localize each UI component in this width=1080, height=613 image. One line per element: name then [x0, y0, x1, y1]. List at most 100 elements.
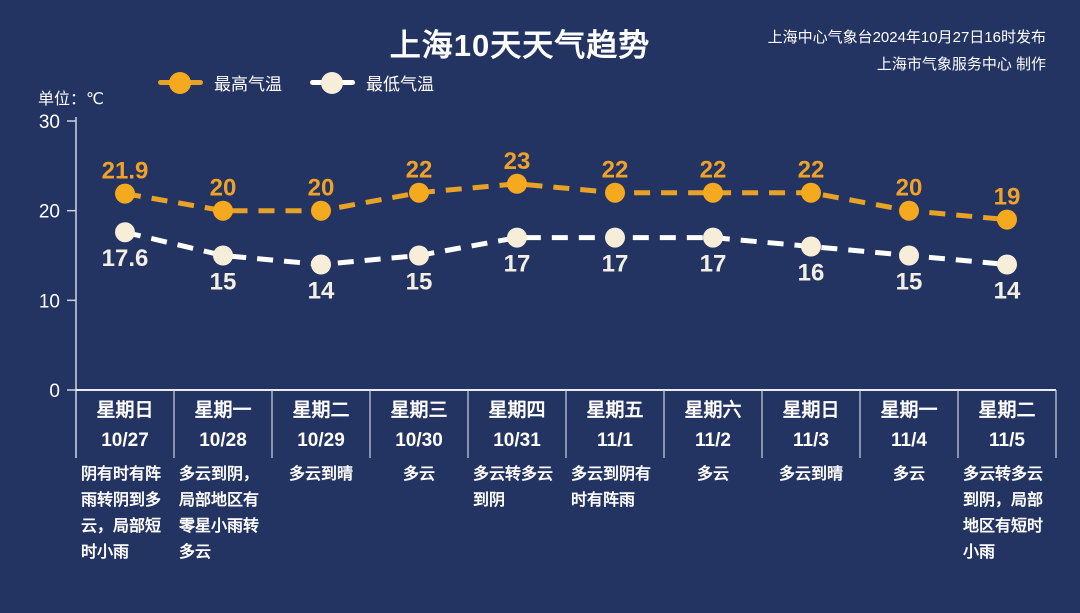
max-temp-line	[124, 181, 1008, 223]
min-temp-line	[124, 229, 1008, 268]
day-weekday: 星期六	[684, 400, 742, 421]
publisher-info: 上海中心气象台2024年10月27日16时发布 上海市气象服务中心 制作	[768, 24, 1046, 78]
max-temp-point	[801, 182, 821, 203]
day-columns: 星期日 10/27 阴有时有阵雨转阴到多云，局部短时小雨 星期一 10/28 多云到阴，局…	[76, 392, 1056, 566]
max-temp-value: 20	[210, 175, 237, 202]
legend-marker-icon	[310, 71, 355, 94]
min-temp-point	[213, 245, 233, 266]
day-weather-text: 多云到晴	[778, 466, 843, 483]
page-title: 上海10天天气趋势	[389, 28, 651, 63]
day-weather: 多云到晴	[272, 462, 370, 488]
day-weather-text: 多云	[402, 466, 435, 483]
day-weekday: 星期三	[390, 400, 448, 421]
day-weekday: 星期一	[880, 400, 938, 421]
day-date: 10/30	[395, 430, 443, 451]
max-temp-point	[703, 182, 723, 203]
day-date: 11/2	[695, 430, 731, 451]
min-temp-point	[605, 227, 625, 248]
min-temp-value: 14	[308, 278, 335, 305]
day-column: 星期日 10/27 阴有时有阵雨转阴到多云，局部短时小雨	[76, 392, 174, 566]
min-temp-value: 17.6	[102, 245, 149, 272]
y-axis-tick-label: 30	[39, 112, 60, 133]
min-temp-point	[311, 254, 331, 275]
min-temp-value: 14	[994, 278, 1021, 305]
max-temp-value: 22	[406, 157, 433, 184]
legend-label: 最高气温	[214, 75, 282, 94]
min-temp-value: 15	[210, 269, 237, 296]
legend-marker-icon	[158, 71, 203, 94]
day-weather: 多云	[664, 462, 762, 488]
min-temp-point	[409, 245, 429, 266]
min-temp-point	[507, 227, 527, 248]
day-weather: 多云转多云到阴，局部地区有短时小雨	[958, 462, 1056, 566]
max-temp-value: 22	[700, 157, 727, 184]
day-date: 10/28	[199, 430, 247, 451]
publisher-line-1: 上海中心气象台2024年10月27日16时发布	[767, 29, 1046, 46]
legend-item-max-temp: 最高气温	[158, 70, 282, 95]
day-date: 11/1	[597, 430, 633, 451]
max-temp-point	[899, 200, 919, 221]
day-weekday: 星期二	[978, 400, 1036, 421]
day-date: 11/4	[891, 430, 927, 451]
day-column: 星期二 11/5 多云转多云到阴，局部地区有短时小雨	[958, 392, 1056, 566]
y-axis-tick-label: 10	[39, 291, 60, 312]
day-column: 星期一 10/28 多云到阴，局部地区有零星小雨转多云	[174, 392, 272, 566]
day-weather-text: 阴有时有阵雨转阴到多云，局部短时小雨	[81, 466, 162, 561]
unit-label: 单位：℃	[38, 91, 104, 108]
day-weekday: 星期四	[488, 400, 546, 421]
day-date: 11/5	[989, 430, 1025, 451]
day-weather: 多云转多云到阴	[468, 462, 566, 514]
day-column: 星期三 10/30 多云	[370, 392, 468, 566]
day-weather-text: 多云	[892, 466, 925, 483]
chart-legend: 最高气温 最低气温	[158, 70, 434, 95]
day-weekday: 星期日	[96, 400, 154, 421]
min-temp-value: 17	[504, 251, 531, 278]
day-weather: 阴有时有阵雨转阴到多云，局部短时小雨	[76, 462, 174, 566]
max-temp-point	[507, 173, 527, 194]
day-weather-text: 多云到晴	[288, 466, 353, 483]
min-temp-point	[115, 222, 135, 243]
min-temp-point	[899, 245, 919, 266]
day-weekday: 星期日	[782, 400, 840, 421]
day-weather-text: 多云转多云到阴，局部地区有短时小雨	[963, 466, 1044, 561]
max-temp-value: 19	[994, 184, 1021, 211]
day-weekday: 星期五	[586, 400, 644, 421]
day-date: 10/31	[493, 430, 541, 451]
min-temp-value: 15	[896, 269, 923, 296]
legend-item-min-temp: 最低气温	[310, 70, 434, 95]
min-temp-value: 15	[406, 269, 433, 296]
publisher-line-2: 上海市气象服务中心 制作	[876, 56, 1046, 73]
y-axis-tick-label: 0	[49, 381, 60, 402]
max-temp-value: 23	[504, 148, 531, 175]
day-weather: 多云到晴	[762, 462, 860, 488]
day-column: 星期四 10/31 多云转多云到阴	[468, 392, 566, 566]
day-weather: 多云到阴，局部地区有零星小雨转多云	[174, 462, 272, 566]
max-temp-point	[605, 182, 625, 203]
day-column: 星期二 10/29 多云到晴	[272, 392, 370, 566]
day-column: 星期日 11/3 多云到晴	[762, 392, 860, 566]
max-temp-value: 22	[798, 157, 825, 184]
day-column: 星期五 11/1 多云到阴有时有阵雨	[566, 392, 664, 566]
day-column: 星期一 11/4 多云	[860, 392, 958, 566]
max-temp-value: 22	[602, 157, 629, 184]
max-temp-point	[115, 183, 135, 204]
day-weather-text: 多云到阴，局部地区有零星小雨转多云	[179, 466, 260, 561]
day-weekday: 星期一	[194, 400, 252, 421]
day-weather-text: 多云	[696, 466, 729, 483]
day-date: 11/3	[793, 430, 829, 451]
day-column: 星期六 11/2 多云	[664, 392, 762, 566]
day-weather-text: 多云到阴有时有阵雨	[571, 466, 652, 509]
min-temp-point	[801, 236, 821, 257]
day-weather-text: 多云转多云到阴	[473, 466, 554, 509]
legend-label: 最低气温	[366, 75, 434, 94]
max-temp-value: 20	[308, 175, 335, 202]
day-weekday: 星期二	[292, 400, 350, 421]
min-temp-point	[997, 254, 1017, 275]
min-temp-point	[703, 227, 723, 248]
day-weather: 多云到阴有时有阵雨	[566, 462, 664, 514]
max-temp-point	[311, 200, 331, 221]
max-temp-value: 21.9	[102, 158, 149, 185]
max-temp-value: 20	[896, 175, 923, 202]
max-temp-point	[409, 182, 429, 203]
